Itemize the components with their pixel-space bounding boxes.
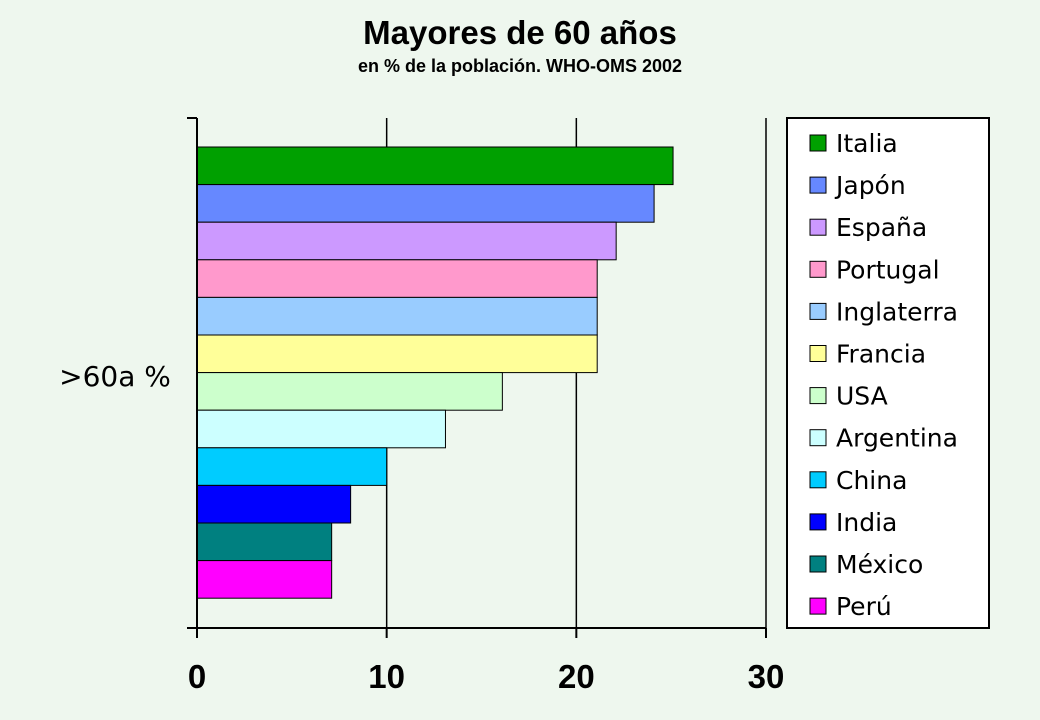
bar-china — [196, 447, 388, 486]
legend-swatch-usa — [809, 387, 827, 405]
legend-label-portugal: Portugal — [836, 255, 940, 284]
axes — [187, 117, 766, 629]
legend-swatch-inglaterra — [809, 302, 827, 320]
bar-españa — [196, 221, 617, 261]
legend-swatch-italia — [809, 134, 827, 152]
legend-label-españa: España — [836, 213, 927, 242]
x-tick-label-30: 30 — [748, 658, 785, 695]
y-axis-label: >60a % — [59, 360, 171, 393]
bar-usa — [196, 372, 503, 411]
legend-swatch-portugal — [809, 260, 827, 278]
bar-francia — [196, 334, 598, 374]
bar-italia — [196, 146, 674, 186]
legend-label-italia: Italia — [836, 129, 898, 158]
x-ticks: 0 10 20 30 — [188, 628, 785, 695]
legend-label-argentina: Argentina — [836, 424, 958, 453]
legend-swatch-francia — [809, 345, 827, 362]
legend-label-francia: Francia — [836, 340, 926, 369]
x-tick-label-0: 0 — [188, 658, 206, 695]
x-tick-label-20: 20 — [558, 658, 595, 695]
legend-box — [786, 117, 990, 629]
legend-label-india: India — [836, 508, 897, 537]
legend-label-usa: USA — [836, 382, 888, 411]
legend-label-méxico: México — [836, 550, 923, 579]
legend-swatch-méxico — [809, 555, 827, 573]
legend-swatch-india — [809, 513, 827, 531]
legend-label-inglaterra: Inglaterra — [836, 297, 958, 326]
x-tick-label-10: 10 — [368, 658, 405, 695]
chart-subtitle: en % de la población. WHO-OMS 2002 — [357, 56, 683, 76]
bar-inglaterra — [196, 296, 598, 336]
legend: Italia Japón España Portugal Inglaterra Franc… — [786, 117, 990, 629]
bar-perú — [196, 560, 333, 599]
bars — [196, 146, 674, 599]
legend-label-japón: Japón — [834, 171, 906, 200]
legend-swatch-argentina — [809, 429, 827, 447]
legend-swatch-perú — [809, 597, 827, 615]
legend-swatch-china — [809, 471, 827, 489]
legend-swatch-españa — [809, 218, 827, 236]
bar-argentina — [196, 409, 446, 449]
chart-title: Mayores de 60 años — [363, 14, 677, 51]
bar-japón — [196, 184, 655, 223]
bar-india — [196, 484, 352, 524]
legend-swatch-japón — [809, 176, 827, 194]
legend-label-perú: Perú — [836, 592, 892, 621]
bar-portugal — [196, 259, 598, 298]
bar-méxico — [196, 522, 333, 562]
legend-label-china: China — [836, 466, 907, 495]
